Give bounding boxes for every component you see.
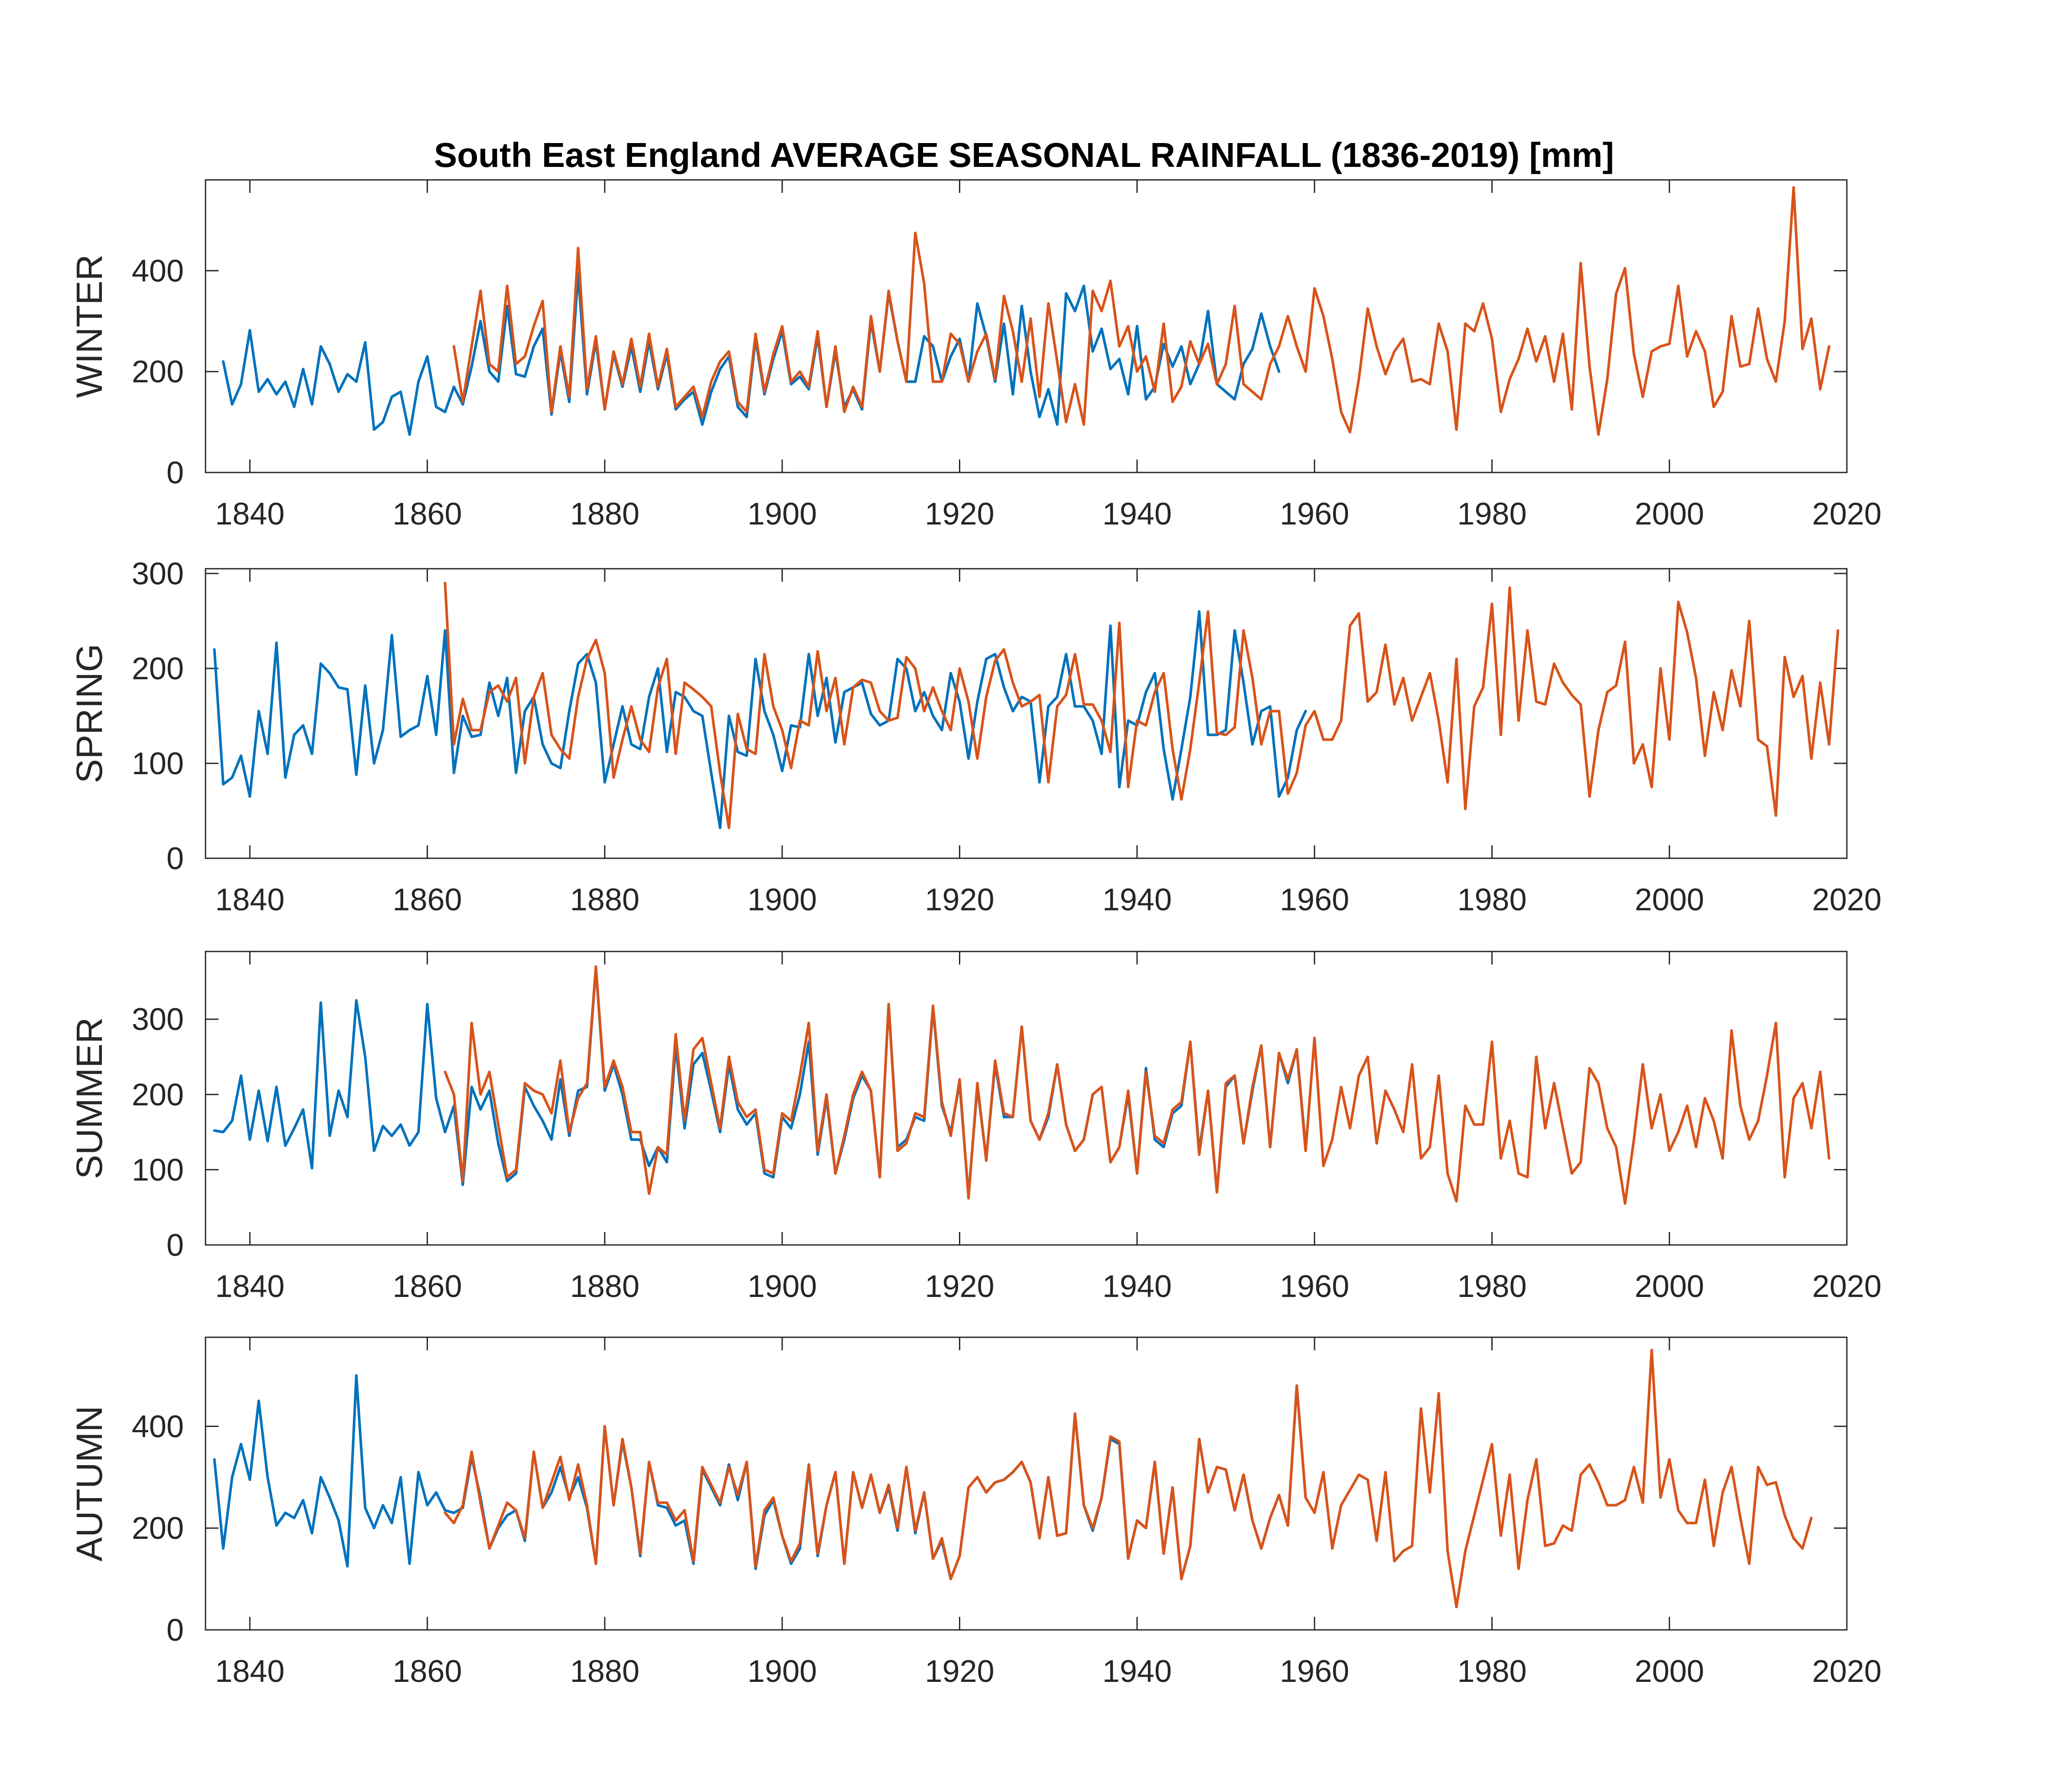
- y-tick-label: 0: [166, 1228, 184, 1263]
- x-tick-label: 1880: [570, 1654, 639, 1689]
- x-tick-label: 1860: [393, 1654, 462, 1689]
- axes-box: [205, 568, 1848, 859]
- y-tick-label: 300: [132, 557, 184, 591]
- y-tick-label: 300: [132, 1002, 184, 1037]
- series-line-blue: [222, 272, 1281, 436]
- x-tick-label: 2000: [1635, 1654, 1704, 1689]
- x-tick-label: 1880: [570, 497, 639, 531]
- panel-spring: 1840 1860 1880 1900 1920 1940 1960 1980 2000 2020…: [69, 557, 1882, 917]
- axes-box: [205, 951, 1848, 1246]
- x-tick-label: 1980: [1457, 1269, 1526, 1304]
- series-line-blue: [213, 610, 1307, 829]
- series-line-blue: [213, 1374, 1307, 1580]
- series-line-orange: [444, 581, 1839, 829]
- x-tick-label: 1900: [747, 1269, 817, 1304]
- x-tick-label: 1840: [215, 497, 284, 531]
- x-tick-label: 1860: [393, 883, 462, 917]
- x-tick-label: 1960: [1280, 1654, 1349, 1689]
- panel-winter: 1840 1860 1880 1900 1920 1940 1960 1980 2000 2020…: [69, 179, 1882, 531]
- y-tick-label: 200: [132, 652, 184, 686]
- x-tick-label: 1840: [215, 1654, 284, 1689]
- x-tick-label: 1900: [747, 883, 817, 917]
- x-tick-label: 2000: [1635, 883, 1704, 917]
- y-tick-label: 200: [132, 355, 184, 389]
- x-tick-label: 2000: [1635, 1269, 1704, 1304]
- x-tick-label: 1860: [393, 1269, 462, 1304]
- x-tick-label: 1880: [570, 1269, 639, 1304]
- x-tick-label: 1880: [570, 883, 639, 917]
- y-tick-label: 200: [132, 1078, 184, 1112]
- x-tick-label: 1940: [1102, 1269, 1172, 1304]
- y-axis-label: SPRING: [69, 644, 110, 783]
- x-tick-label: 1920: [925, 1654, 994, 1689]
- x-tick-label: 1840: [215, 883, 284, 917]
- series-line-orange: [444, 1349, 1813, 1609]
- x-tick-label: 1860: [393, 497, 462, 531]
- y-axis-label: WINTER: [69, 254, 110, 398]
- axes-box: [205, 1336, 1848, 1631]
- x-tick-label: 1900: [747, 497, 817, 531]
- y-tick-label: 0: [166, 456, 184, 490]
- y-tick-label: 100: [132, 746, 184, 781]
- y-tick-label: 200: [132, 1511, 184, 1546]
- series-line-blue: [213, 967, 1307, 1198]
- x-tick-label: 2000: [1635, 497, 1704, 531]
- x-tick-label: 1920: [925, 497, 994, 531]
- x-tick-label: 2020: [1812, 1269, 1882, 1304]
- x-tick-label: 1960: [1280, 883, 1349, 917]
- x-tick-label: 2020: [1812, 1654, 1882, 1689]
- y-tick-label: 0: [166, 1613, 184, 1648]
- x-tick-label: 2020: [1812, 883, 1882, 917]
- panel-autumn: 1840 1860 1880 1900 1920 1940 1960 1980 2000 2020…: [69, 1336, 1882, 1689]
- chart-title: South East England AVERAGE SEASONAL RAIN…: [434, 136, 1614, 174]
- x-tick-label: 1980: [1457, 1654, 1526, 1689]
- y-axis-label: AUTUMN: [69, 1406, 110, 1561]
- y-axis-label: SUMMER: [69, 1017, 110, 1179]
- x-tick-label: 1980: [1457, 883, 1526, 917]
- x-tick-label: 1920: [925, 1269, 994, 1304]
- x-tick-label: 1940: [1102, 1654, 1172, 1689]
- x-tick-label: 1940: [1102, 497, 1172, 531]
- x-tick-label: 1960: [1280, 497, 1349, 531]
- x-tick-label: 1840: [215, 1269, 284, 1304]
- x-tick-label: 1940: [1102, 883, 1172, 917]
- series-line-orange: [444, 965, 1831, 1205]
- y-tick-label: 400: [132, 1409, 184, 1444]
- x-tick-label: 1980: [1457, 497, 1526, 531]
- x-tick-label: 2020: [1812, 497, 1882, 531]
- panels-container: 1840 1860 1880 1900 1920 1940 1960 1980 2000 2020…: [69, 179, 1882, 1689]
- y-tick-label: 400: [132, 254, 184, 288]
- x-tick-label: 1920: [925, 883, 994, 917]
- y-tick-label: 100: [132, 1153, 184, 1187]
- x-tick-label: 1900: [747, 1654, 817, 1689]
- axes-box: [205, 179, 1848, 473]
- series-line-orange: [453, 186, 1831, 436]
- y-tick-label: 0: [166, 841, 184, 876]
- x-tick-label: 1960: [1280, 1269, 1349, 1304]
- panel-summer: 1840 1860 1880 1900 1920 1940 1960 1980 2000 2020…: [69, 951, 1882, 1304]
